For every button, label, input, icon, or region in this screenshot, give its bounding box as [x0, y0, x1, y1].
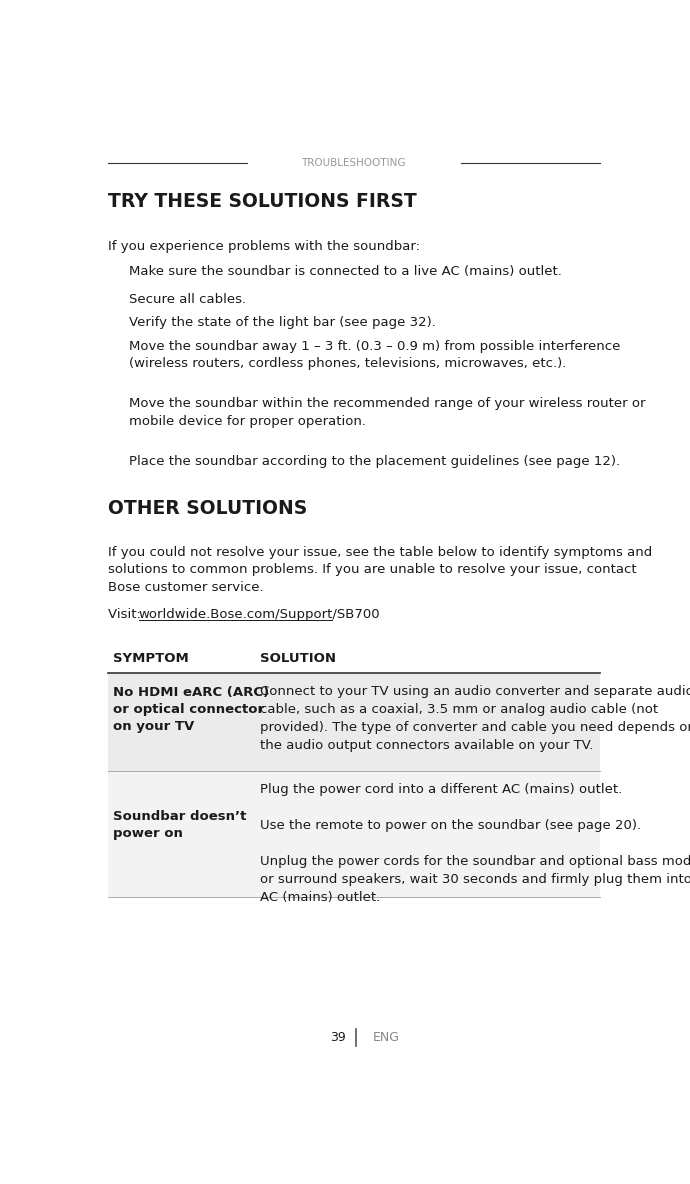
Text: Connect to your TV using an audio converter and separate audio
cable, such as a : Connect to your TV using an audio conver…: [260, 684, 690, 752]
Text: OTHER SOLUTIONS: OTHER SOLUTIONS: [108, 498, 307, 517]
Text: Secure all cables.: Secure all cables.: [129, 292, 246, 305]
Text: SYMPTOM: SYMPTOM: [113, 651, 189, 664]
Text: No HDMI eARC (ARC)
or optical connector
on your TV: No HDMI eARC (ARC) or optical connector …: [113, 686, 269, 733]
Text: Soundbar doesn’t
power on: Soundbar doesn’t power on: [113, 810, 246, 839]
Text: worldwide.Bose.com/Support/SB700: worldwide.Bose.com/Support/SB700: [139, 607, 380, 620]
Text: Visit:: Visit:: [108, 607, 145, 620]
Bar: [108, 771, 600, 897]
Text: If you experience problems with the soundbar:: If you experience problems with the soun…: [108, 239, 420, 252]
Text: TROUBLESHOOTING: TROUBLESHOOTING: [302, 157, 406, 168]
Text: SOLUTION: SOLUTION: [260, 651, 336, 664]
Text: Plug the power cord into a different AC (mains) outlet.

Use the remote to power: Plug the power cord into a different AC …: [260, 783, 690, 905]
Text: Make sure the soundbar is connected to a live AC (mains) outlet.: Make sure the soundbar is connected to a…: [129, 265, 562, 278]
Bar: [108, 673, 600, 771]
Text: Move the soundbar within the recommended range of your wireless router or
mobile: Move the soundbar within the recommended…: [129, 398, 646, 427]
Text: Move the soundbar away 1 – 3 ft. (0.3 – 0.9 m) from possible interference
(wirel: Move the soundbar away 1 – 3 ft. (0.3 – …: [129, 340, 620, 371]
Text: Verify the state of the light bar (see page 32).: Verify the state of the light bar (see p…: [129, 316, 436, 329]
Text: TRY THESE SOLUTIONS FIRST: TRY THESE SOLUTIONS FIRST: [108, 192, 416, 211]
Text: ENG: ENG: [373, 1031, 400, 1044]
Text: Place the soundbar according to the placement guidelines (see page 12).: Place the soundbar according to the plac…: [129, 455, 620, 468]
Text: 39: 39: [330, 1031, 346, 1044]
Text: If you could not resolve your issue, see the table below to identify symptoms an: If you could not resolve your issue, see…: [108, 546, 652, 594]
